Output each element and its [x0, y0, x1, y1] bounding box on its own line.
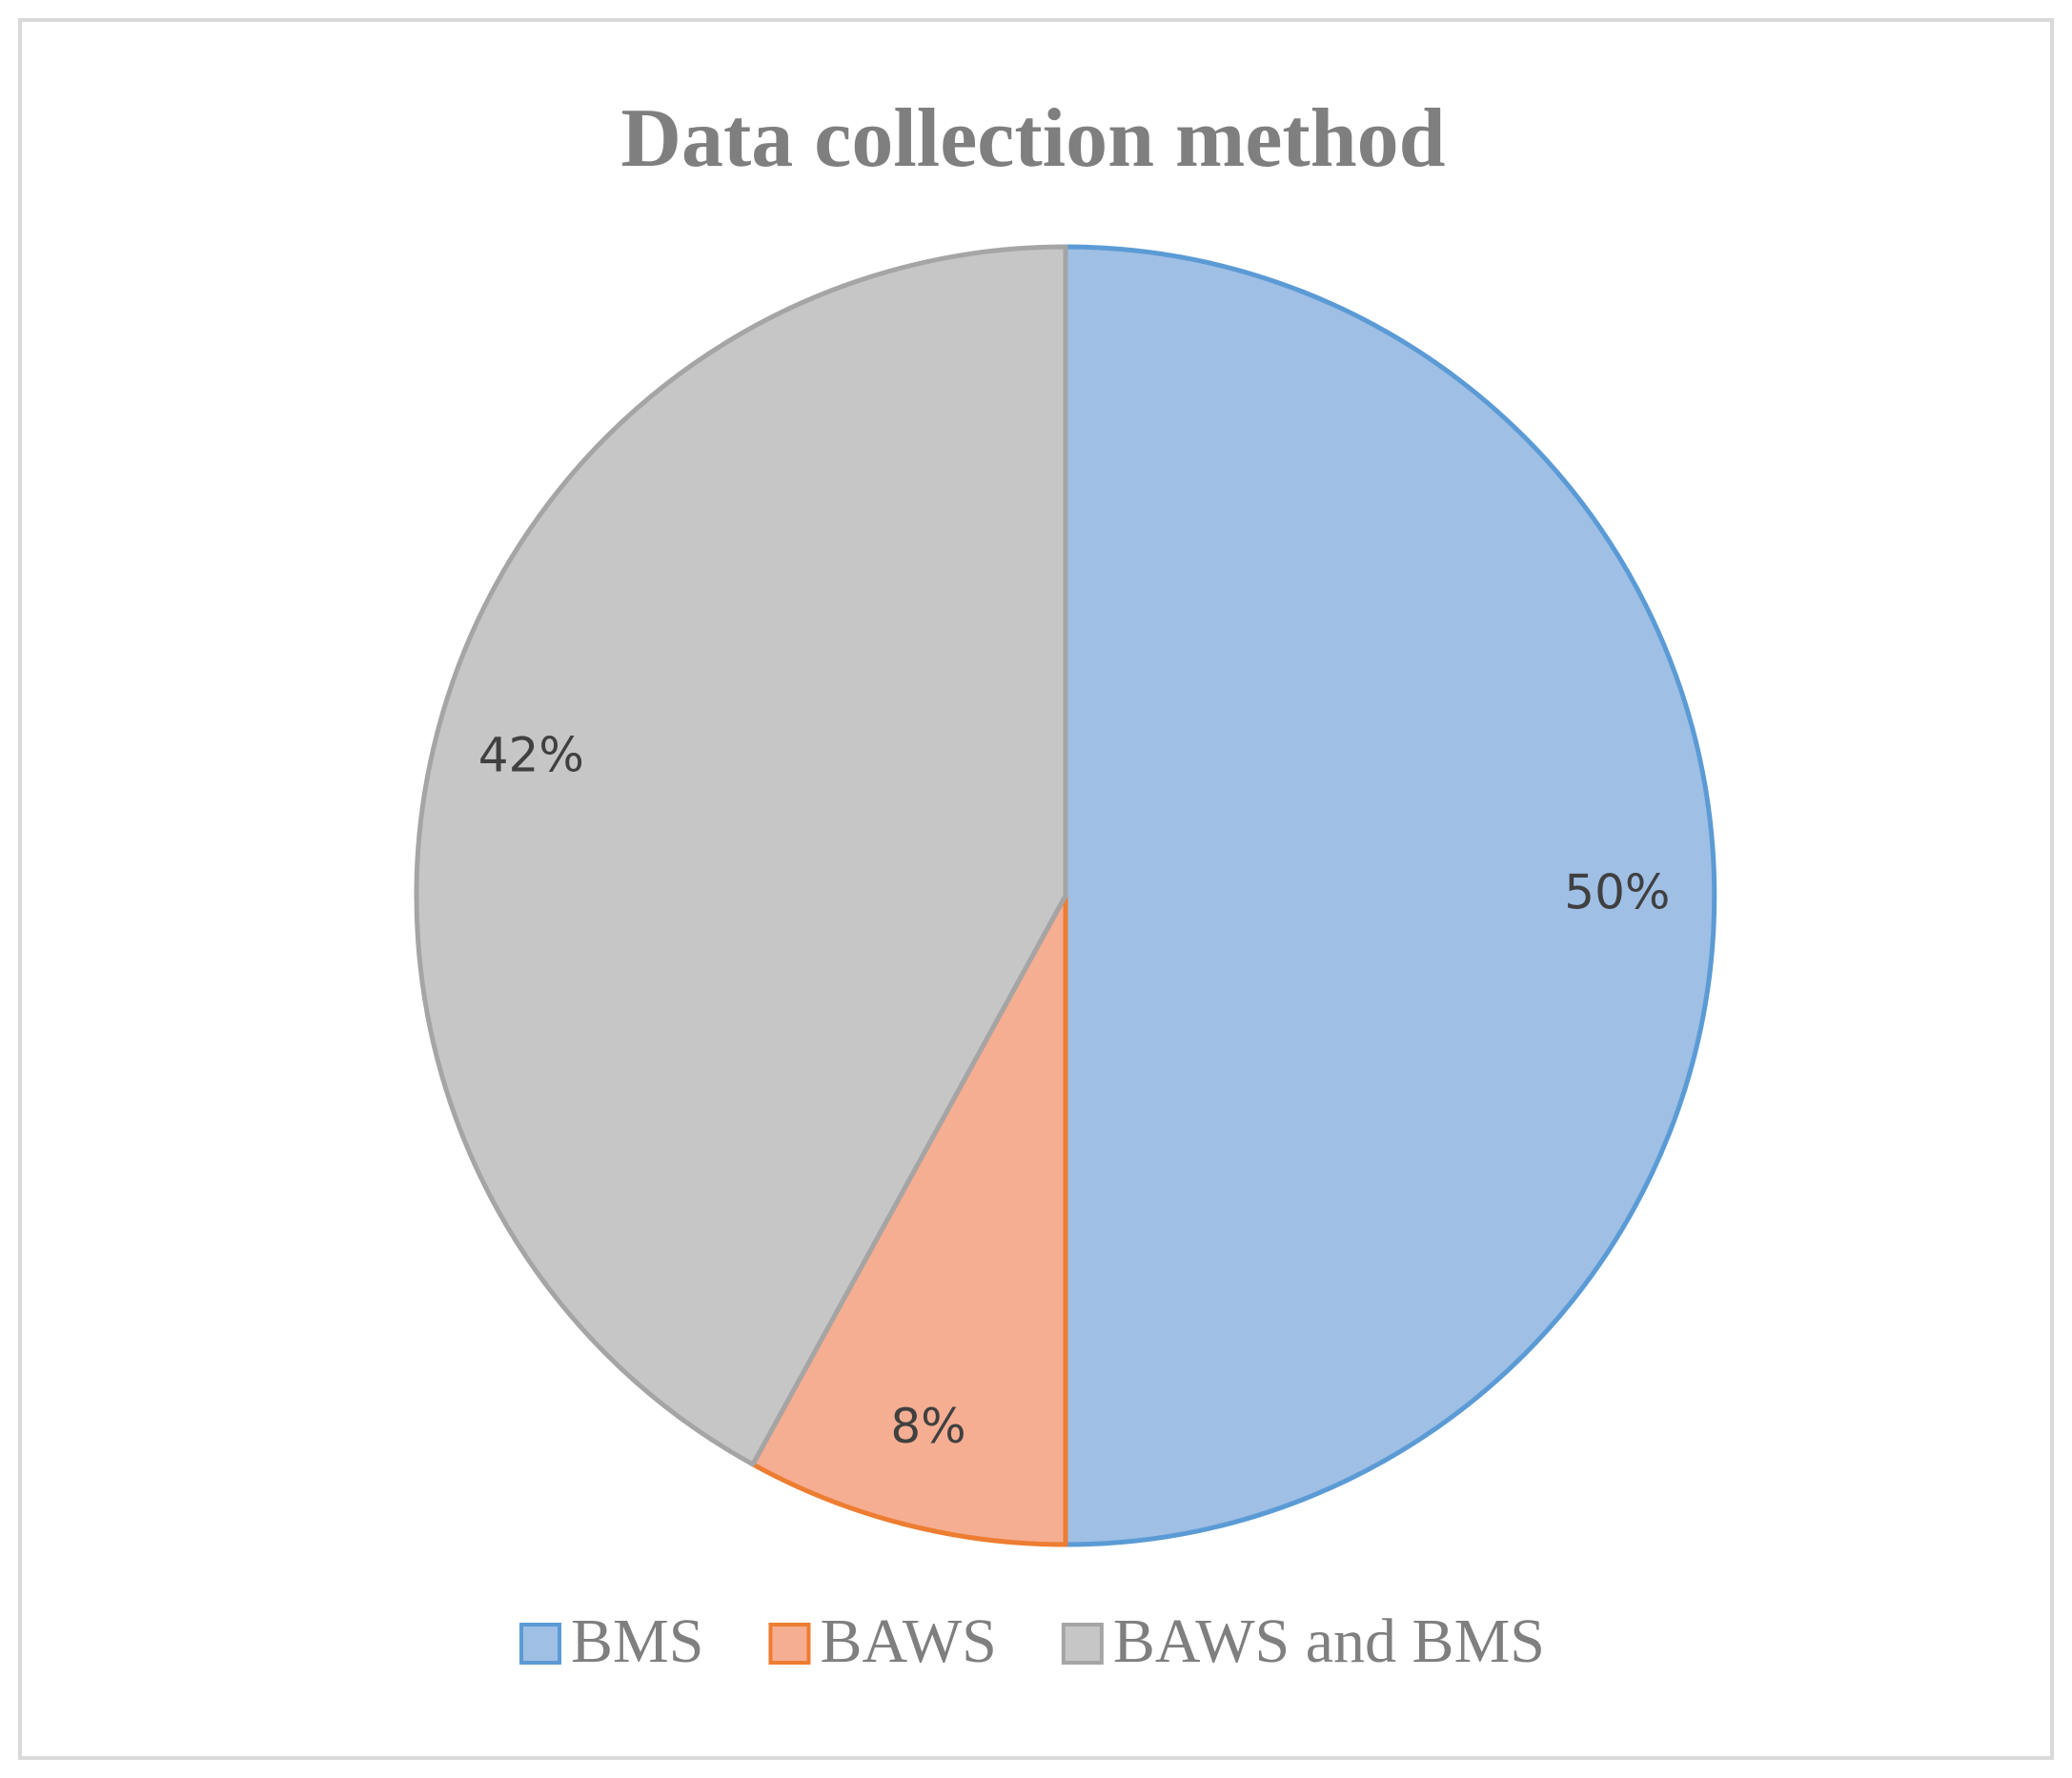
pie-slice [1063, 244, 1717, 1547]
data-label: 50% [1564, 865, 1670, 920]
legend-label: BAWS [820, 1606, 996, 1676]
data-label: 42% [478, 728, 584, 783]
legend-label: BAWS and BMS [1113, 1606, 1545, 1676]
legend-swatch [768, 1623, 811, 1665]
legend: BMS BAWS BAWS and BMS [519, 1606, 1545, 1676]
pie-slice [414, 244, 1068, 1467]
legend-swatch [1061, 1623, 1104, 1665]
legend-swatch [519, 1623, 562, 1665]
pie-slice [750, 893, 1068, 1547]
chart-title: Data collection method [620, 92, 1445, 185]
data-label: 8% [890, 1399, 965, 1454]
legend-label: BMS [571, 1606, 703, 1676]
